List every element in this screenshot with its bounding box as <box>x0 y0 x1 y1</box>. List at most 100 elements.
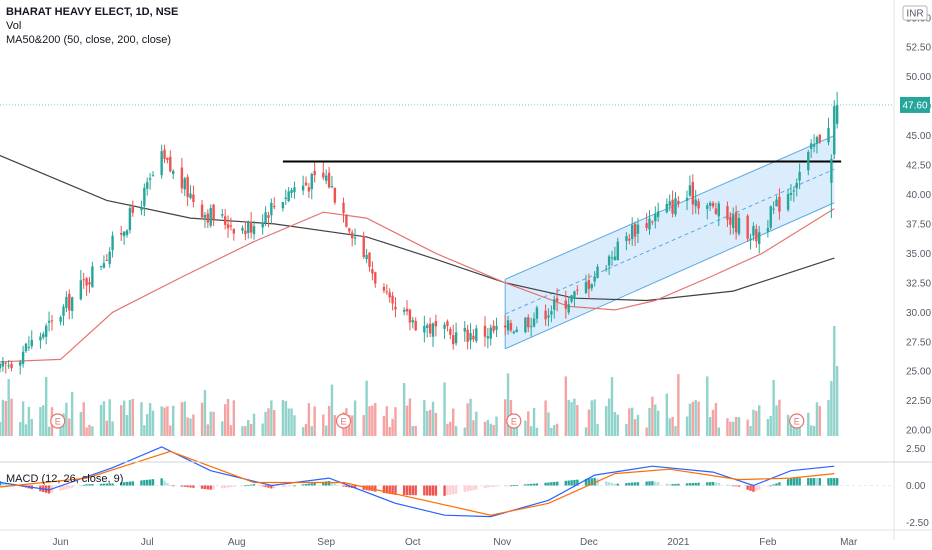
last-price-label: 47.60 <box>902 100 927 111</box>
time-tick-label: Sep <box>317 537 335 548</box>
volume-bar <box>310 426 313 436</box>
candle-body <box>798 171 801 181</box>
volume-bar <box>688 403 692 436</box>
candle-body <box>547 315 550 318</box>
candle-body <box>766 228 770 232</box>
volume-bar <box>65 402 68 436</box>
candle-body <box>815 137 819 144</box>
symbol-title[interactable]: BHARAT HEAVY ELECT, 1D, NSE <box>6 6 179 18</box>
volume-bar <box>423 399 426 436</box>
earnings-marker[interactable] <box>506 413 522 429</box>
macd-histogram-bar <box>613 483 617 486</box>
macd-histogram-bar <box>668 484 671 486</box>
volume-bar <box>812 426 816 436</box>
earnings-marker[interactable] <box>789 413 805 429</box>
candle-body <box>691 182 695 205</box>
macd-histogram-bar <box>313 482 316 486</box>
macd-histogram-bar <box>411 485 415 496</box>
macd-histogram-bar <box>570 480 573 486</box>
macd-histogram-bar <box>273 485 276 489</box>
volume-bar <box>131 398 134 436</box>
candle-body <box>307 187 311 192</box>
volume-bar <box>267 408 270 436</box>
candle-body <box>576 289 579 291</box>
ma-legend[interactable]: MA50&200 (50, close, 200, close) <box>6 34 172 46</box>
candle-body <box>752 226 755 236</box>
candle-body <box>229 225 233 227</box>
volume-bar <box>778 399 781 436</box>
macd-histogram-bar <box>529 483 533 486</box>
volume-bar <box>189 418 192 436</box>
candle-body <box>717 203 720 217</box>
macd-histogram-bar <box>322 481 325 486</box>
macd-histogram-bar <box>249 484 253 486</box>
volume-bar <box>426 411 429 436</box>
macd-histogram-bar <box>163 480 166 486</box>
volume-bar <box>691 401 695 436</box>
macd-histogram-bar <box>183 485 186 487</box>
volume-bar <box>394 407 397 436</box>
macd-legend[interactable]: MACD (12, 26, close, 9) <box>6 473 124 485</box>
candle-body <box>544 310 547 320</box>
volume-bar <box>428 409 432 436</box>
candle-body <box>4 362 7 364</box>
volume-bar <box>714 403 718 436</box>
volume-bar <box>446 423 449 436</box>
macd-histogram-bar <box>261 485 264 487</box>
macd-histogram-bar <box>688 483 692 486</box>
candle-body <box>330 186 334 188</box>
volume-bar <box>590 400 593 436</box>
volume-bar <box>241 426 244 436</box>
macd-histogram-bar <box>792 478 796 486</box>
volume-bar <box>443 382 446 436</box>
volume-bar <box>160 406 163 436</box>
volume-bar <box>42 405 45 436</box>
candle-body <box>706 205 709 209</box>
volume-bar <box>835 366 839 436</box>
macd-histogram-bar <box>616 483 619 486</box>
volume-bar <box>405 405 409 436</box>
volume-bar <box>226 398 230 436</box>
candle-body <box>148 178 152 180</box>
volume-bar <box>146 414 149 436</box>
volume-bars <box>0 326 839 436</box>
volume-bar <box>694 399 697 436</box>
candle-body <box>827 127 830 143</box>
candle-body <box>62 306 65 316</box>
earnings-marker[interactable] <box>50 413 66 429</box>
macd-histogram-bar <box>605 481 608 486</box>
volume-bar <box>382 415 386 436</box>
candle-body <box>348 228 351 232</box>
candle-body <box>818 134 822 142</box>
candle-body <box>550 311 553 315</box>
volume-bar <box>616 414 619 436</box>
volume-bar <box>769 416 772 436</box>
macd-histogram-bar <box>651 481 654 486</box>
candle-body <box>446 321 449 326</box>
candle-body <box>772 208 775 210</box>
earnings-marker[interactable] <box>335 413 352 429</box>
volume-bar <box>463 427 466 436</box>
macd-histogram-bar <box>795 478 798 486</box>
candle-body <box>47 320 51 323</box>
candle-body <box>163 149 166 159</box>
volume-bar <box>307 403 311 436</box>
volume-bar <box>7 379 10 436</box>
candle-body <box>405 308 409 312</box>
macd-histogram-bar <box>120 482 123 486</box>
volume-bar <box>68 418 71 436</box>
price-tick-label: 52.50 <box>906 43 931 54</box>
macd-legend-box: MACD (12, 26, close, 9) <box>6 472 123 486</box>
candle-body <box>65 296 68 308</box>
macd-histogram-bar <box>752 485 755 492</box>
candle-body <box>382 286 386 291</box>
volume-legend[interactable]: Vol <box>6 20 22 32</box>
candle-body <box>697 201 700 209</box>
macd-histogram-bar <box>674 483 677 486</box>
volume-bar <box>102 401 106 436</box>
candle-body <box>287 191 290 202</box>
macd-histogram-bar <box>148 479 152 486</box>
candle-body <box>835 104 839 124</box>
